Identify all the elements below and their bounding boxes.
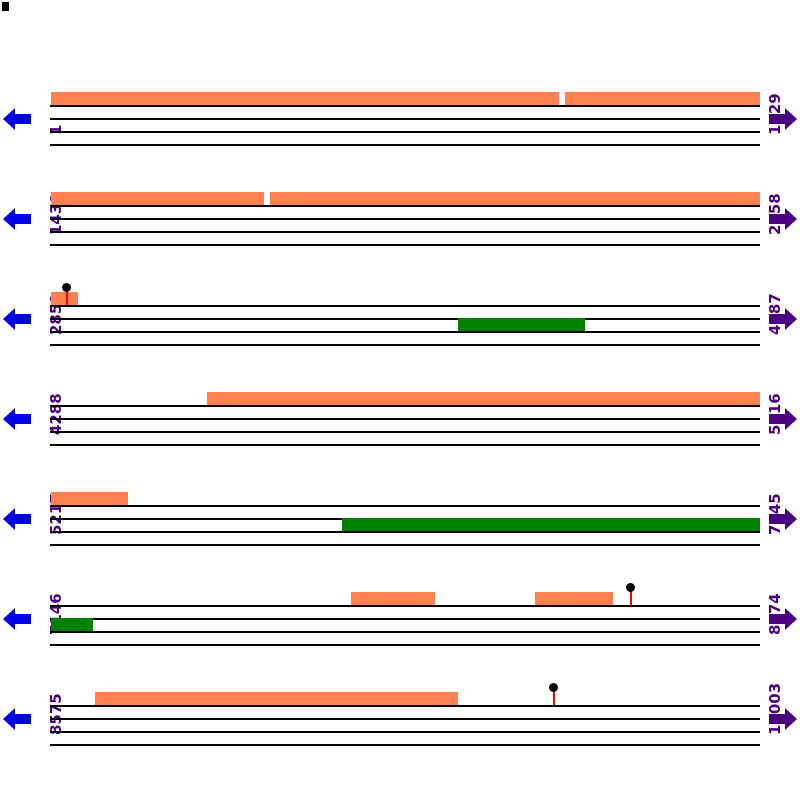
arrow-right-icon[interactable] <box>768 407 798 431</box>
frame-baseline-3 <box>50 744 760 746</box>
arrow-right-icon[interactable] <box>768 507 798 531</box>
frame-baseline-1 <box>50 218 760 220</box>
frame-baseline-0 <box>50 705 760 707</box>
frame-baseline-3 <box>50 244 760 246</box>
frame-baseline-2 <box>50 431 760 433</box>
pin-head <box>626 583 635 592</box>
frame-baseline-3 <box>50 144 760 146</box>
arrow-right-icon[interactable] <box>768 207 798 231</box>
frame-baseline-2 <box>50 731 760 733</box>
frame-baseline-0 <box>50 105 760 107</box>
row-end-coordinate: 7145 <box>766 493 784 535</box>
sequence-row: 8575 10003 <box>0 682 800 765</box>
sequence-row: 1 1429 <box>0 85 800 165</box>
row-end-coordinate: 1429 <box>766 93 784 135</box>
orf-feature-forward[interactable] <box>535 592 613 605</box>
row-end-coordinate: 10003 <box>766 682 784 735</box>
reading-frame-baselines <box>50 685 760 746</box>
arrow-right-icon[interactable] <box>768 107 798 131</box>
arrow-left-icon[interactable] <box>2 407 32 431</box>
orf-feature-forward[interactable] <box>565 92 760 105</box>
row-end-coordinate: 8574 <box>766 593 784 635</box>
frame-baseline-2 <box>50 131 760 133</box>
frame-baseline-0 <box>50 605 760 607</box>
frame-baseline-2 <box>50 331 760 333</box>
sequence-row: 7146 8574 <box>0 583 800 665</box>
pin-marker-icon[interactable] <box>549 683 558 705</box>
orf-feature-forward[interactable] <box>270 192 760 205</box>
frame-baseline-3 <box>50 644 760 646</box>
frame-baseline-0 <box>50 405 760 407</box>
frame-baseline-0 <box>50 505 760 507</box>
orf-feature-reverse[interactable] <box>51 618 93 631</box>
frame-baseline-1 <box>50 318 760 320</box>
orf-feature-forward[interactable] <box>51 192 264 205</box>
reading-frame-baselines <box>50 285 760 346</box>
orf-feature-reverse[interactable] <box>458 318 585 331</box>
pin-marker-icon[interactable] <box>62 283 71 305</box>
reading-frame-baselines <box>50 185 760 246</box>
orf-feature-reverse[interactable] <box>342 518 760 531</box>
orf-feature-forward[interactable] <box>51 92 559 105</box>
row-end-coordinate: 2858 <box>766 193 784 235</box>
reading-frame-baselines <box>50 85 760 146</box>
arrow-left-icon[interactable] <box>2 607 32 631</box>
arrow-left-icon[interactable] <box>2 707 32 731</box>
pin-marker-icon[interactable] <box>626 583 635 605</box>
frame-baseline-2 <box>50 531 760 533</box>
sequence-row: 4288 5716 <box>0 385 800 465</box>
sequence-row: 5217 7145 <box>0 485 800 565</box>
frame-baseline-2 <box>50 631 760 633</box>
corner-artifact <box>2 2 9 11</box>
reading-frame-baselines <box>50 585 760 646</box>
orf-feature-forward[interactable] <box>51 292 78 305</box>
frame-baseline-2 <box>50 231 760 233</box>
frame-baseline-1 <box>50 118 760 120</box>
frame-baseline-1 <box>50 618 760 620</box>
frame-baseline-0 <box>50 205 760 207</box>
frame-baseline-3 <box>50 344 760 346</box>
arrow-right-icon[interactable] <box>768 707 798 731</box>
pin-head <box>549 683 558 692</box>
reading-frame-baselines <box>50 485 760 546</box>
arrow-left-icon[interactable] <box>2 107 32 131</box>
orf-feature-forward[interactable] <box>51 492 128 505</box>
pin-head <box>62 283 71 292</box>
reading-frame-baselines <box>50 385 760 446</box>
arrow-right-icon[interactable] <box>768 307 798 331</box>
pin-stem <box>66 289 68 305</box>
pin-stem <box>553 689 555 705</box>
pin-stem <box>630 589 632 605</box>
orf-feature-forward[interactable] <box>207 392 760 405</box>
frame-baseline-1 <box>50 418 760 420</box>
arrow-right-icon[interactable] <box>768 607 798 631</box>
arrow-left-icon[interactable] <box>2 207 32 231</box>
orf-feature-forward[interactable] <box>95 692 458 705</box>
frame-baseline-1 <box>50 718 760 720</box>
arrow-left-icon[interactable] <box>2 307 32 331</box>
sequence-row: 1430 2858 <box>0 185 800 265</box>
row-end-coordinate: 4287 <box>766 293 784 335</box>
orf-feature-forward[interactable] <box>351 592 435 605</box>
arrow-left-icon[interactable] <box>2 507 32 531</box>
frame-baseline-3 <box>50 444 760 446</box>
frame-baseline-3 <box>50 544 760 546</box>
sequence-row: 2859 4287 <box>0 283 800 365</box>
row-end-coordinate: 5716 <box>766 393 784 435</box>
frame-baseline-0 <box>50 305 760 307</box>
